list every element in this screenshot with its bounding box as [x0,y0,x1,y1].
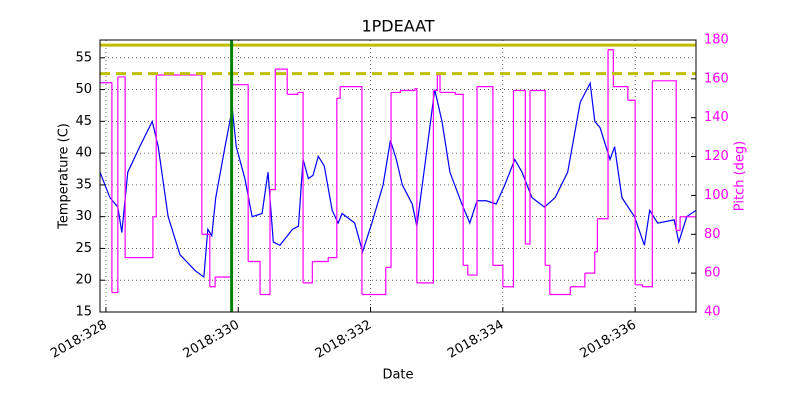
step-segment [152,74,157,218]
step-segment [248,260,261,295]
step-segment [433,74,438,92]
step-segment [642,80,653,288]
step-segment [455,93,464,266]
step-segment [467,86,478,276]
y2-axis-label: Pitch (deg) [733,141,748,211]
step-segment [125,216,154,259]
line [99,81,697,279]
axes-frame [99,39,697,313]
step-segment [232,84,249,262]
step-segment [627,99,636,285]
step-segment [513,89,526,244]
step-segment [613,86,629,101]
y2-tick-label: 100 [704,188,729,203]
step-segment [303,261,313,284]
y2-tick-label: 40 [704,305,721,320]
y-tick-label: 15 [75,305,92,320]
y2-tick-label: 60 [704,266,721,281]
step-segment [676,216,681,231]
step-segment [260,189,271,296]
step-segment [502,90,515,288]
step-segment [270,69,276,191]
step-segment [336,86,341,99]
step-segment [340,86,363,295]
y-tick-label: 35 [75,177,92,192]
step-segment [463,264,469,276]
step-segment [584,251,596,274]
y2-tick-label: 120 [704,149,729,164]
y-tick-label: 20 [75,273,92,288]
step-segment [492,264,504,287]
y2-tick-label: 160 [704,71,729,86]
y2-tick-label: 140 [704,110,729,125]
step-segment [440,91,456,95]
step-segment [635,284,644,287]
step-segment [328,98,338,259]
step-segment [100,82,113,293]
step-segment [209,277,216,288]
step-segment [549,286,571,296]
y-tick-label: 55 [75,50,92,65]
step-segment [529,89,546,266]
step-segment [525,90,531,245]
y-tick-label: 45 [75,114,92,129]
plot-area [99,40,697,313]
y-tick-label: 25 [75,241,92,256]
y-tick-label: 40 [75,146,92,161]
step-segment [391,90,401,94]
y2-tick-label: 180 [704,33,729,48]
y2-tick-label: 80 [704,227,721,242]
step-segment [545,264,551,295]
step-segment [414,87,418,283]
step-segment [297,91,304,283]
step-segment [201,233,211,287]
step-segment [385,92,392,268]
step-segment [594,218,599,253]
step-segment [597,49,609,220]
step-segment [312,257,329,263]
step-segment [416,90,434,284]
x-axis-label: Date [382,368,413,383]
step-segment [361,267,387,296]
step-segment [287,92,299,95]
y-tick-label: 30 [75,209,92,224]
y-tick-label: 50 [75,82,92,97]
step-segment [275,68,288,95]
y-axis-label: Temperature (C) [57,123,72,230]
step-segment [477,86,494,266]
step-segment [652,80,677,231]
chart-title: 1PDEAAT [361,17,434,36]
step-segment [117,76,126,258]
step-segment [570,273,586,288]
step-segment [400,88,416,92]
step-segment [111,76,119,294]
